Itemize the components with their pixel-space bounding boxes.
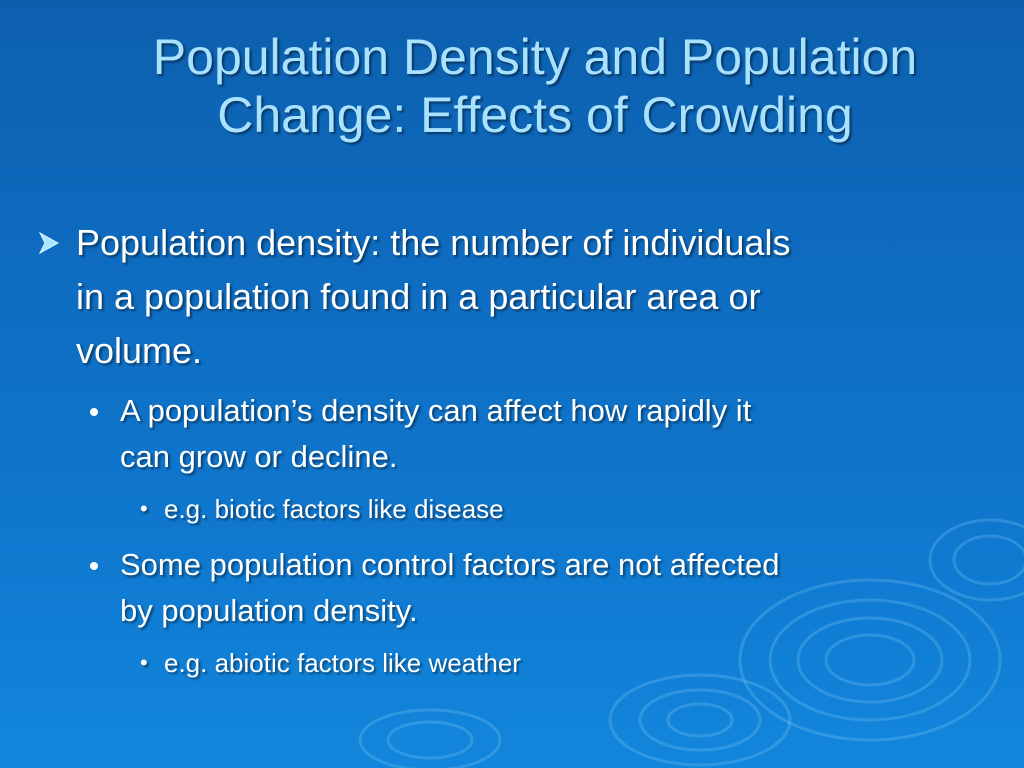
small-bullet-icon: •: [140, 650, 148, 675]
bullet-text-line: in a population found in a particular ar…: [76, 276, 761, 317]
sub-bullet-text-line: Some population control factors are not …: [120, 547, 780, 582]
example-abiotic: • e.g. abiotic factors like weather: [140, 646, 984, 680]
bullet-text-line: volume.: [76, 330, 203, 371]
example-text: e.g. abiotic factors like weather: [164, 648, 521, 678]
sub-bullet-text-line: A population’s density can affect how ra…: [120, 393, 752, 428]
arrow-bullet-icon: [38, 231, 60, 255]
slide-title: Population Density and Population Change…: [60, 28, 1010, 144]
sub-bullet-text-line: can grow or decline.: [120, 439, 398, 474]
example-biotic: • e.g. biotic factors like disease: [140, 492, 984, 526]
slide-title-line: Change: Effects of Crowding: [217, 87, 853, 143]
dot-bullet-icon: [90, 408, 98, 416]
sub-bullet-control-factors: Some population control factors are not …: [90, 542, 1000, 634]
slide-title-line: Population Density and Population: [152, 29, 918, 85]
dot-bullet-icon: [90, 562, 98, 570]
bullet-text-line: Population density: the number of indivi…: [76, 222, 791, 263]
small-bullet-icon: •: [140, 496, 148, 521]
example-text: e.g. biotic factors like disease: [164, 494, 504, 524]
sub-bullet-text-line: by population density.: [120, 593, 418, 628]
bullet-population-density: Population density: the number of indivi…: [38, 216, 996, 378]
sub-bullet-density-growth: A population’s density can affect how ra…: [90, 388, 1000, 480]
